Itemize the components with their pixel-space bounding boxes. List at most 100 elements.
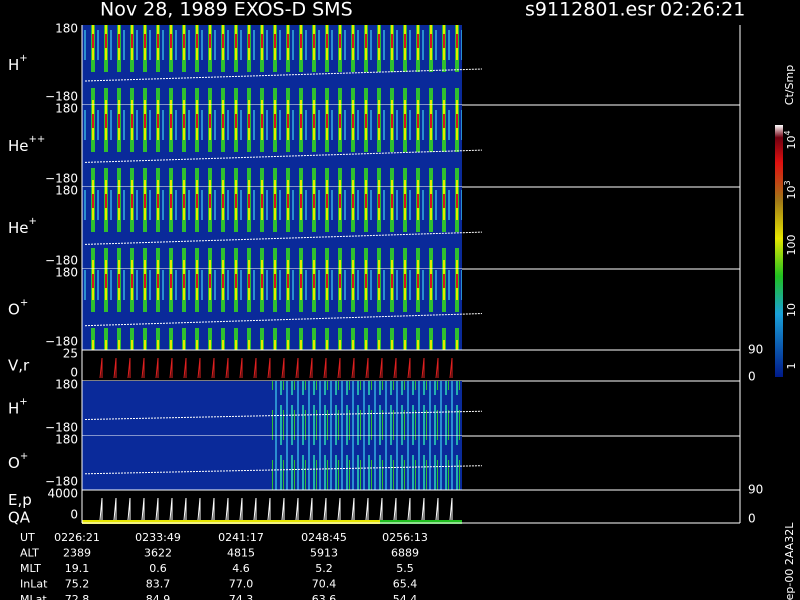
trace xyxy=(211,357,215,379)
trace xyxy=(211,497,215,521)
trace xyxy=(84,231,483,245)
trace xyxy=(141,357,145,379)
panel-label: QA xyxy=(8,509,31,527)
axis-bottom: 0 xyxy=(70,508,78,522)
trace xyxy=(337,497,341,521)
axis-top: 25 xyxy=(63,347,78,361)
panel-label: H+ xyxy=(8,397,28,418)
trace xyxy=(84,465,483,475)
table-value: 0241:17 xyxy=(218,531,264,544)
table-value: 6889 xyxy=(391,547,419,560)
table-label: MLT xyxy=(20,562,41,575)
table-value: 84.9 xyxy=(146,593,171,600)
table-value: 63.6 xyxy=(312,593,337,600)
trace xyxy=(393,357,397,379)
axis-top: 180 xyxy=(55,378,78,392)
trace xyxy=(435,497,439,521)
trace xyxy=(407,497,411,521)
table-value: 77.0 xyxy=(229,578,254,591)
axis-bottom: 0 xyxy=(70,366,78,380)
trace xyxy=(183,357,187,379)
label-sup: + xyxy=(19,53,27,64)
label-base: 10 xyxy=(785,303,798,317)
trace xyxy=(281,357,285,379)
trace xyxy=(197,497,201,521)
label-sup: + xyxy=(19,397,27,408)
axis-top: 180 xyxy=(55,184,78,198)
trace xyxy=(253,357,257,379)
axis-top: 180 xyxy=(55,433,78,447)
label-sup: ++ xyxy=(29,134,46,145)
trace xyxy=(84,68,483,82)
trace xyxy=(379,497,383,521)
qa-bar xyxy=(380,520,462,524)
trace xyxy=(169,357,173,379)
qa-bar xyxy=(82,520,462,524)
label-text: V,r xyxy=(8,356,30,374)
trace xyxy=(99,497,103,521)
table-value: 75.2 xyxy=(65,578,90,591)
trace xyxy=(197,357,201,379)
trace xyxy=(407,357,411,379)
panel-label: He+ xyxy=(8,216,37,237)
table-value: 19.1 xyxy=(65,562,90,575)
table-value: 2389 xyxy=(63,547,91,560)
trace xyxy=(183,497,187,521)
color-bar-label: 104 xyxy=(783,130,799,149)
trace xyxy=(267,357,271,379)
trace xyxy=(169,497,173,521)
trace xyxy=(155,497,159,521)
right-axis-bottom: 0 xyxy=(748,370,756,384)
trace xyxy=(393,497,397,521)
trace xyxy=(127,357,131,379)
trace xyxy=(113,357,117,379)
table-value: 5.2 xyxy=(315,562,333,575)
label-base: 100 xyxy=(785,235,798,256)
trace xyxy=(225,357,229,379)
table-value: 0233:49 xyxy=(135,531,181,544)
right-axis-bottom: 0 xyxy=(748,512,756,526)
label-text: H xyxy=(8,399,19,417)
label-sup: + xyxy=(29,216,37,227)
label-sup: + xyxy=(20,298,28,309)
table-value: 5913 xyxy=(310,547,338,560)
panel-label: E,p xyxy=(8,491,32,509)
trace xyxy=(435,357,439,379)
panel-label: O+ xyxy=(8,451,28,472)
trace xyxy=(281,497,285,521)
axis-bottom: −180 xyxy=(45,475,78,489)
title: Nov 28, 1989 EXOS-D SMS xyxy=(100,0,353,21)
table-value: 54.4 xyxy=(393,593,418,600)
table-label: InLat xyxy=(20,578,48,591)
color-bar-label: 100 xyxy=(785,235,798,256)
spectrogram xyxy=(82,25,462,105)
table-value: 74.3 xyxy=(229,593,254,600)
label-text: H xyxy=(8,56,19,74)
label-text: E,p xyxy=(8,491,32,509)
table-value: 65.4 xyxy=(393,578,418,591)
table-value: 4.6 xyxy=(232,562,250,575)
trace xyxy=(267,497,271,521)
trace xyxy=(323,357,327,379)
table-value: 4815 xyxy=(227,547,255,560)
label-base: 10 xyxy=(785,136,798,150)
file-name: s9112801.esr xyxy=(525,0,655,21)
table-value: 0226:21 xyxy=(54,531,100,544)
spectrogram xyxy=(82,187,462,269)
label-base: 1 xyxy=(785,363,798,370)
color-bar-label: 10 xyxy=(785,303,798,317)
trace xyxy=(127,497,131,521)
axis-top: 180 xyxy=(55,102,78,116)
table-label: ALT xyxy=(20,547,39,560)
right-axis-top: 90 xyxy=(748,483,763,497)
table-value: 0248:45 xyxy=(301,531,347,544)
panel-label: He++ xyxy=(8,134,45,155)
trace xyxy=(141,497,145,521)
table-value: 0256:13 xyxy=(382,531,428,544)
trace xyxy=(351,357,355,379)
panel-label: O+ xyxy=(8,298,28,319)
table-value: 70.4 xyxy=(312,578,337,591)
table-value: 72.8 xyxy=(65,593,90,600)
table-value: 0.6 xyxy=(149,562,167,575)
trace xyxy=(449,497,453,521)
